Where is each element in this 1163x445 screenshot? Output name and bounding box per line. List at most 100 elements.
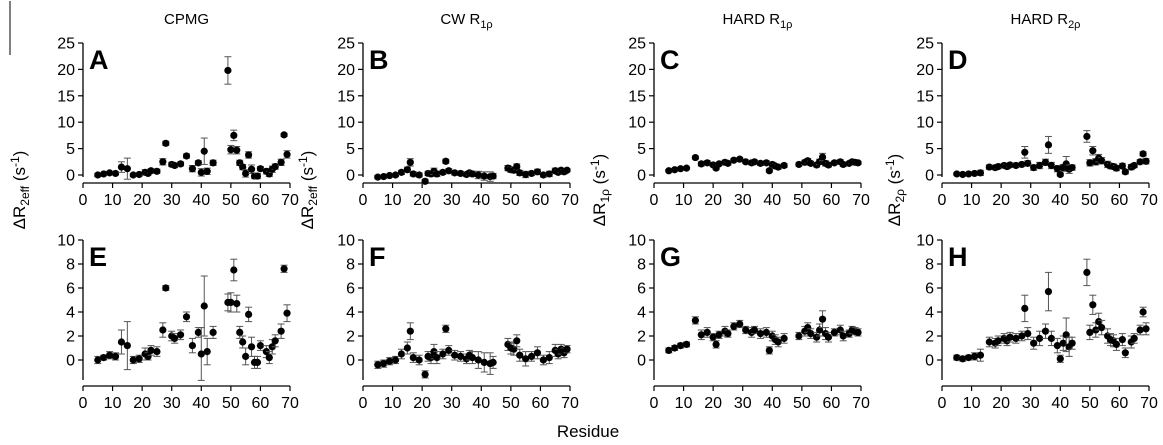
y-label-close: )	[10, 151, 29, 157]
data-point	[545, 170, 553, 178]
x-tick-label: 10	[963, 192, 981, 209]
x-tick-label: 20	[992, 192, 1010, 209]
y-tick-label: 4	[925, 305, 934, 322]
data-point	[171, 161, 179, 170]
x-tick-label: 50	[793, 395, 811, 412]
x-tick-label: 30	[163, 395, 181, 412]
y-tick-label: 6	[66, 281, 75, 298]
column-title: CW R1ρ	[440, 11, 492, 31]
data-point	[1006, 333, 1014, 341]
panel-letter-G: G	[660, 242, 681, 272]
data-point	[1098, 324, 1106, 332]
data-point	[1035, 161, 1044, 170]
data-point	[194, 159, 202, 167]
x-tick-label: 0	[938, 395, 947, 412]
data-point	[818, 315, 827, 323]
x-tick-label: 40	[1051, 395, 1069, 412]
x-tick-label: 40	[1051, 192, 1069, 209]
data-point	[1041, 158, 1050, 166]
data-point	[756, 159, 765, 167]
y-tick-label: 0	[346, 168, 355, 185]
y-tick-label: 8	[66, 257, 75, 274]
data-point	[239, 163, 247, 171]
data-point	[836, 326, 844, 334]
data-point	[439, 350, 447, 358]
data-point	[188, 342, 197, 350]
y-tick-label: 0	[66, 168, 75, 185]
data-point	[1083, 132, 1091, 141]
data-point	[94, 356, 102, 364]
data-point	[427, 354, 435, 362]
data-point	[386, 357, 394, 365]
data-point	[715, 331, 723, 339]
data-point	[409, 170, 417, 178]
y-tick-label: 25	[337, 36, 355, 53]
y-tick-label: 10	[628, 115, 646, 132]
data-point	[242, 352, 250, 360]
data-point	[111, 352, 120, 360]
data-point	[807, 330, 815, 338]
data-point	[374, 361, 382, 369]
x-tick-label: 30	[1022, 192, 1040, 209]
data-point	[468, 170, 477, 178]
y-tick-label: 0	[925, 168, 934, 185]
data-point	[271, 337, 279, 345]
data-point	[1086, 159, 1094, 167]
x-tick-label: 40	[472, 395, 490, 412]
x-tick-label: 60	[532, 395, 550, 412]
data-point	[451, 351, 459, 359]
data-point	[182, 152, 191, 160]
data-point	[1044, 141, 1053, 149]
y-tick-label: 2	[925, 329, 934, 346]
data-point	[1012, 334, 1020, 342]
data-point	[1089, 301, 1097, 309]
data-point	[227, 146, 235, 154]
data-point	[406, 327, 414, 335]
data-point	[280, 131, 288, 139]
x-tick-label: 20	[413, 192, 431, 209]
data-point	[239, 338, 247, 346]
data-point	[203, 167, 211, 175]
y-label-close: )	[298, 151, 317, 157]
data-point	[277, 158, 285, 166]
panel-E: 0 2 4 6 8 10 0 10 20 30 40 50 60 70 E	[57, 233, 299, 413]
column-title-subscript: 1ρ	[780, 19, 792, 31]
data-point	[253, 358, 262, 366]
y-tick-label: 6	[346, 281, 355, 298]
x-tick-label: 10	[104, 395, 122, 412]
data-point	[671, 344, 679, 352]
data-point	[230, 266, 238, 274]
x-tick-label: 30	[734, 192, 752, 209]
data-point	[854, 328, 862, 336]
data-point	[953, 170, 961, 178]
data-point	[682, 164, 691, 172]
panel-letter-C: C	[660, 45, 680, 75]
data-point	[665, 346, 673, 354]
data-point	[985, 338, 993, 346]
data-point	[380, 360, 388, 368]
x-tick-label: 60	[532, 192, 550, 209]
y-tick-label: 4	[66, 305, 75, 322]
x-tick-label: 0	[79, 395, 88, 412]
data-point	[230, 131, 238, 139]
data-point	[489, 358, 497, 366]
data-point	[176, 331, 185, 339]
data-point	[283, 309, 291, 317]
x-tick-label: 10	[384, 192, 402, 209]
data-point	[1047, 334, 1056, 342]
column-titles-group: CPMG CW R1ρ HARD R1ρ HARD R2ρ	[164, 11, 1080, 31]
data-point	[807, 159, 815, 167]
x-tick-label: 50	[1081, 192, 1099, 209]
x-tick-label: 30	[443, 192, 461, 209]
data-point	[976, 351, 985, 359]
data-point	[965, 170, 973, 178]
data-point	[1059, 339, 1067, 347]
data-point	[715, 160, 723, 168]
panel-G: 0 2 4 6 8 10 0 10 20 30 40 50 60 70 G	[628, 233, 870, 413]
data-point	[415, 171, 423, 179]
y-label-unit: (s	[298, 167, 317, 186]
data-point	[129, 356, 137, 364]
y-label-unit: (s	[10, 167, 29, 186]
y-tick-label: 5	[925, 141, 934, 158]
